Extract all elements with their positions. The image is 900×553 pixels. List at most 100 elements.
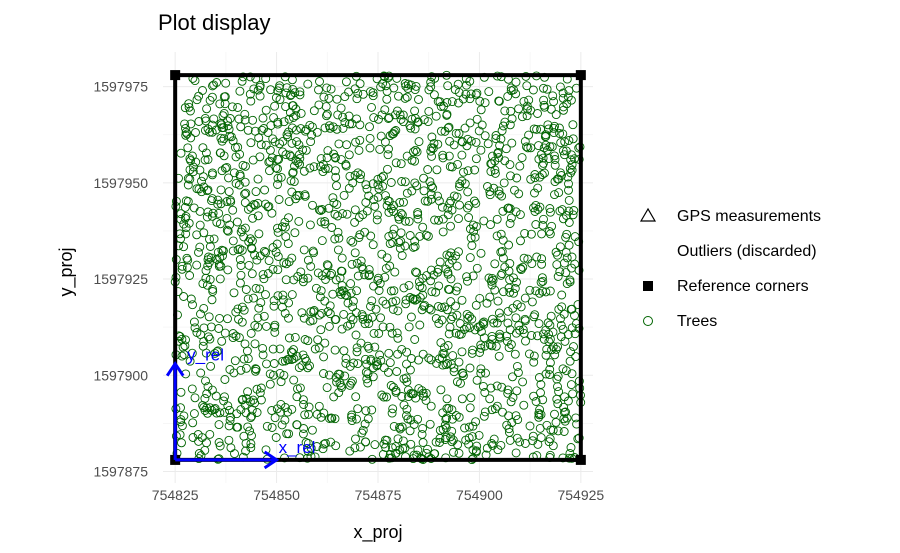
tree-point: [177, 264, 187, 274]
tree-point: [466, 233, 476, 243]
tree-point: [537, 273, 547, 283]
tree-point: [382, 392, 392, 402]
tree-point: [237, 302, 247, 312]
tree-point: [286, 176, 296, 186]
tree-point: [361, 367, 371, 377]
tree-point: [366, 87, 375, 97]
tree-point: [269, 113, 279, 123]
tree-point: [273, 180, 282, 189]
tree-point: [375, 144, 385, 154]
tree-point: [465, 311, 474, 321]
tree-point: [346, 236, 356, 246]
tree-point: [565, 164, 575, 174]
tree-point: [397, 344, 407, 354]
tree-point: [309, 106, 319, 116]
tree-point: [307, 122, 317, 132]
tree-point: [370, 440, 380, 450]
tree-point: [564, 218, 574, 227]
tree-point: [279, 370, 289, 380]
tree-point: [365, 143, 375, 153]
tree-point: [253, 322, 263, 332]
tree-point: [516, 302, 526, 312]
tree-point: [336, 266, 346, 276]
tree-point: [511, 448, 521, 458]
tree-point: [439, 349, 449, 359]
tree-point: [503, 318, 513, 328]
tree-point: [292, 351, 302, 361]
y-tick-label: 1597950: [93, 175, 148, 191]
tree-point: [180, 202, 190, 212]
tree-point: [207, 194, 217, 204]
tree-point: [488, 275, 498, 285]
tree-point: [289, 375, 299, 385]
tree-point: [504, 240, 514, 250]
tree-point: [256, 383, 266, 393]
tree-point: [490, 259, 500, 269]
tree-point: [299, 313, 309, 323]
tree-point: [223, 401, 233, 411]
tree-point: [274, 155, 284, 164]
tree-point: [305, 220, 315, 230]
tree-point: [434, 319, 444, 328]
tree-point: [446, 221, 455, 231]
tree-point: [207, 295, 217, 305]
tree-point: [463, 313, 473, 323]
tree-point: [251, 366, 260, 376]
tree-point: [498, 121, 508, 131]
tree-point: [472, 88, 482, 98]
tree-point: [219, 92, 229, 102]
tree-point: [472, 441, 482, 451]
tree-point: [553, 426, 563, 436]
tree-point: [182, 253, 192, 263]
tree-point: [537, 170, 547, 180]
tree-point: [180, 103, 190, 113]
tree-point: [507, 418, 517, 428]
tree-point: [357, 428, 367, 438]
tree-point: [263, 269, 273, 278]
tree-point: [446, 297, 456, 307]
tree-point: [177, 438, 186, 448]
tree-point: [368, 179, 378, 189]
tree-point: [380, 272, 390, 282]
tree-point: [376, 82, 386, 92]
tree-point: [306, 307, 316, 317]
tree-point: [303, 273, 313, 283]
tree-point: [291, 104, 301, 114]
tree-point: [264, 256, 274, 266]
tree-point: [550, 190, 559, 200]
tree-point: [277, 222, 287, 232]
tree-point: [215, 408, 225, 418]
tree-point: [485, 340, 495, 349]
tree-point: [351, 392, 361, 402]
tree-point: [255, 284, 265, 294]
tree-point: [293, 384, 302, 394]
tree-point: [268, 344, 278, 354]
tree-point: [318, 167, 328, 177]
tree-point: [406, 389, 416, 398]
tree-point: [431, 314, 441, 323]
tree-point: [410, 106, 420, 116]
tree-point: [490, 168, 500, 178]
x-tick-label: 754900: [456, 487, 503, 503]
tree-point: [269, 301, 279, 311]
tree-point: [449, 367, 459, 377]
tree-point: [187, 348, 197, 358]
tree-point: [497, 191, 507, 201]
tree-point: [215, 313, 224, 323]
chart-title: Plot display: [158, 10, 271, 35]
legend-key-trees: [643, 316, 653, 326]
tree-point: [319, 352, 329, 362]
tree-point: [471, 90, 481, 100]
tree-point: [330, 414, 340, 424]
tree-point: [314, 100, 324, 110]
tree-point: [566, 155, 576, 165]
tree-point: [235, 278, 245, 288]
tree-point: [238, 160, 248, 170]
tree-point: [192, 230, 202, 240]
legend-label: Trees: [677, 313, 717, 330]
tree-point: [284, 197, 294, 207]
tree-point: [560, 150, 569, 160]
tree-point: [559, 427, 569, 436]
tree-point: [247, 269, 257, 279]
tree-point: [209, 234, 219, 244]
